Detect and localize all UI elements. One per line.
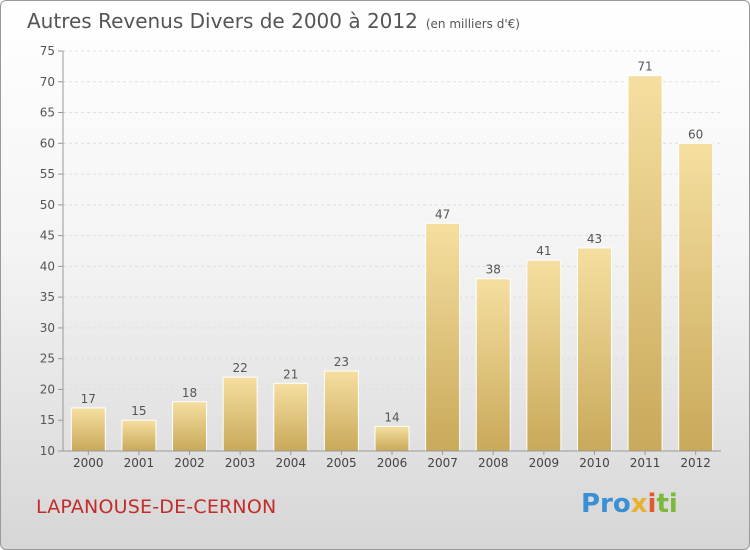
y-tick-label: 65 [40, 106, 55, 120]
axis-layer: 10 15 20 25 30 35 40 45 50 55 60 65 70 75 2000 2001 2002… [40, 44, 721, 470]
bar-2010 [576, 247, 612, 452]
y-tick-label: 35 [40, 290, 55, 304]
y-tick-label: 70 [40, 75, 55, 89]
y-tick-label: 20 [40, 382, 55, 396]
x-tick-label: 2009 [529, 456, 560, 470]
bar-2002 [172, 401, 208, 452]
x-tick-label: 2001 [124, 456, 155, 470]
value-label: 60 [688, 127, 703, 141]
x-tick-label: 2012 [680, 456, 711, 470]
bar-2001 [121, 419, 157, 452]
value-label: 15 [131, 404, 146, 418]
bar-2007 [425, 222, 461, 452]
y-tick-label: 55 [40, 167, 55, 181]
y-tick-label: 40 [40, 259, 55, 273]
logo-part-2: x [630, 489, 648, 519]
x-tick-label: 2003 [225, 456, 256, 470]
bar-2005 [323, 370, 359, 452]
y-tick-label: 10 [40, 444, 55, 458]
chart-unit: (en milliers d'€) [425, 17, 520, 31]
logo-part-3: i [647, 489, 657, 519]
value-label: 18 [182, 386, 197, 400]
location-name: LAPANOUSE-DE-CERNON [36, 496, 277, 518]
grid-layer [63, 50, 721, 452]
bar-layer: 17 15 18 22 21 23 14 47 38 41 43 71 60 [70, 60, 714, 452]
bar-2012 [678, 142, 714, 452]
y-tick-label: 25 [40, 352, 55, 366]
bar-2009 [526, 259, 562, 452]
bar-2000 [70, 407, 106, 452]
logo-part-4: ti [656, 489, 678, 519]
value-label: 21 [283, 367, 298, 381]
x-tick-label: 2006 [377, 456, 408, 470]
value-label: 14 [384, 410, 399, 424]
bar-2004 [273, 382, 309, 452]
value-label: 22 [233, 361, 248, 375]
bar-2003 [222, 376, 258, 452]
x-tick-label: 2008 [478, 456, 509, 470]
bar-2011 [627, 75, 663, 452]
chart-title-text: Autres Revenus Divers de 2000 à 2012 [27, 9, 418, 33]
x-tick-label: 2010 [579, 456, 610, 470]
y-tick-label: 50 [40, 198, 55, 212]
x-tick-label: 2005 [326, 456, 357, 470]
proxiti-logo: Proxiti [581, 489, 678, 519]
y-tick-label: 60 [40, 136, 55, 150]
y-tick-label: 75 [40, 44, 55, 58]
bar-2006 [374, 425, 410, 452]
value-label: 17 [81, 392, 96, 406]
x-tick-label: 2000 [73, 456, 104, 470]
logo-part-1: Pro [581, 489, 631, 519]
chart-title: Autres Revenus Divers de 2000 à 2012 (en … [27, 9, 520, 33]
value-label: 41 [536, 244, 551, 258]
x-tick-label: 2004 [275, 456, 306, 470]
value-label: 43 [587, 232, 602, 246]
value-label: 38 [486, 263, 501, 277]
x-tick-label: 2011 [630, 456, 661, 470]
y-tick-label: 30 [40, 321, 55, 335]
value-label: 47 [435, 207, 450, 221]
value-label: 71 [637, 60, 652, 74]
value-label: 23 [334, 355, 349, 369]
x-tick-label: 2007 [427, 456, 458, 470]
x-tick-label: 2002 [174, 456, 205, 470]
bar-2008 [475, 278, 511, 452]
y-tick-label: 15 [40, 413, 55, 427]
y-tick-label: 45 [40, 229, 55, 243]
